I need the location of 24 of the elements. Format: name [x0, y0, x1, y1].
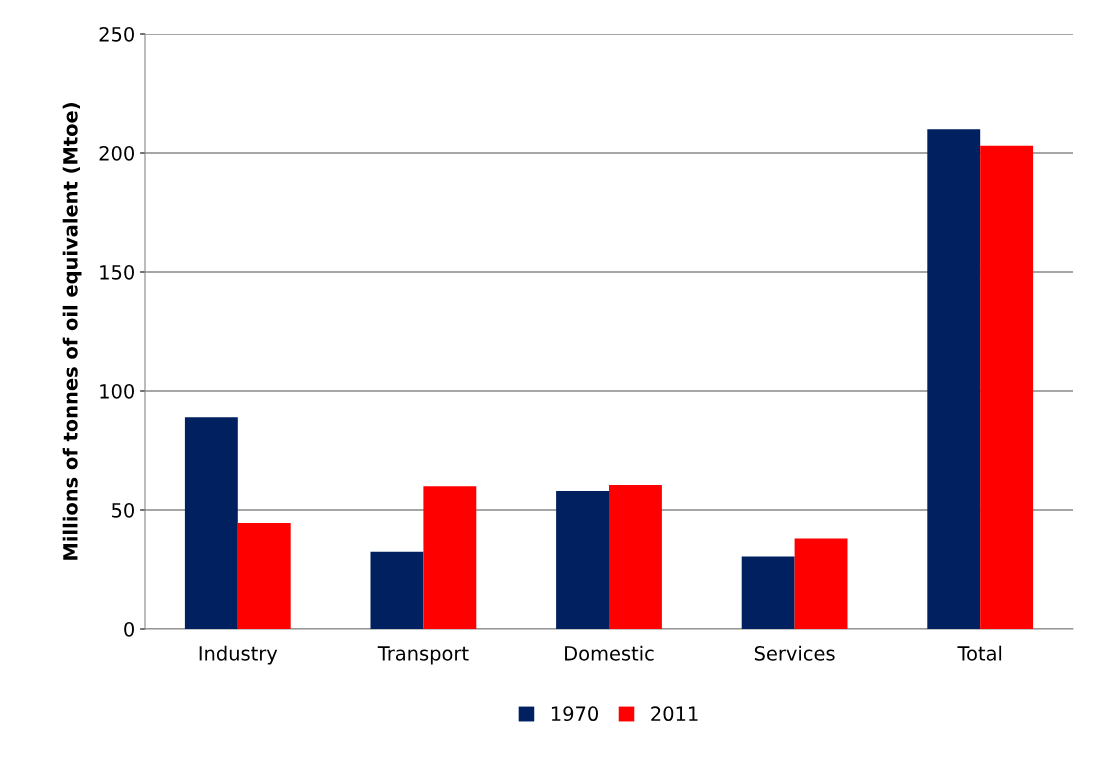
y-tick-label: 0 [124, 621, 134, 637]
x-tick-label: Transport [377, 646, 469, 665]
y-tick-label: 200 [99, 145, 134, 161]
bar [556, 490, 609, 629]
x-tick-label: Total [957, 645, 1002, 661]
x-tick-label: Domestic [565, 645, 654, 661]
legend-label: 2011 [651, 706, 698, 722]
bar [741, 556, 795, 629]
bar [927, 129, 981, 629]
bar [423, 486, 477, 629]
bar [237, 523, 291, 629]
y-tick-label: 250 [99, 26, 134, 42]
legend-label: 1970 [551, 706, 598, 722]
bar [980, 145, 1034, 629]
bar [609, 485, 662, 629]
bar [794, 538, 848, 629]
x-tick-label: Industry [199, 645, 278, 665]
x-tick-label: Services [754, 645, 835, 661]
bar [370, 551, 424, 629]
y-tick-label: 100 [100, 383, 134, 399]
y-tick-label: 150 [100, 264, 134, 280]
bar [184, 417, 238, 629]
y-axis-title: Millions of tonnes of oil equivalent (Mtoe) [62, 103, 82, 560]
y-tick-label: 50 [112, 502, 134, 518]
